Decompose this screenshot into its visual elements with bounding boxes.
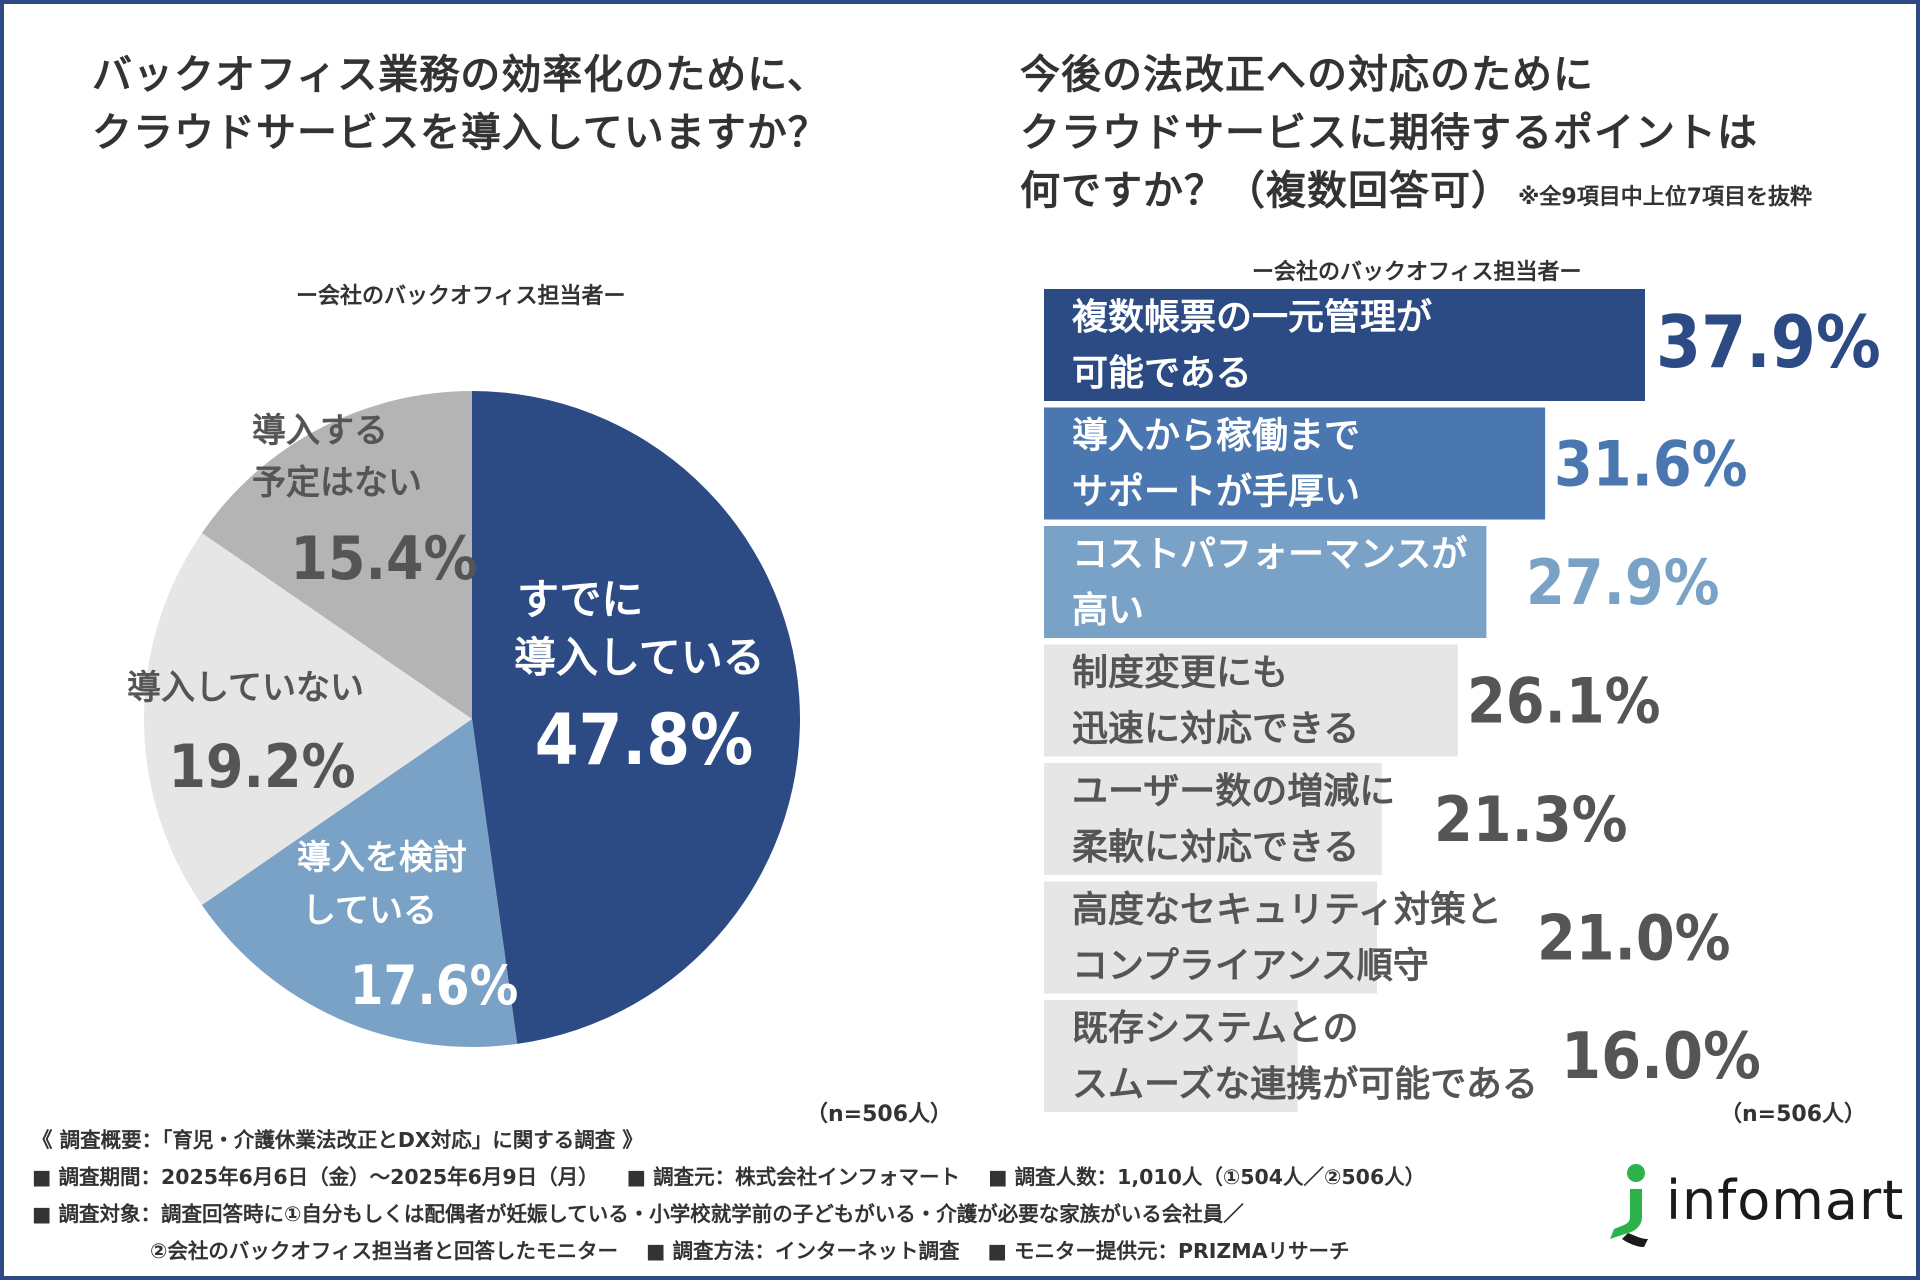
bar-label-5-line-0: 高度なセキュリティ対策と [1072, 890, 1502, 931]
pie-label-1-line-1: している [302, 891, 437, 931]
bar-label-5-line-1: コンプライアンス順守 [1072, 946, 1429, 987]
footer-row-4: ②会社のバックオフィス担当者と回答したモニター ■ 調査方法：インターネット調査 ■… [32, 1233, 1425, 1270]
bar-label-2-line-1: 高い [1072, 590, 1144, 631]
bar-value-6: 16.0% [1561, 1020, 1761, 1094]
bar-label-1-line-1: サポートが手厚い [1072, 471, 1360, 513]
pie-subtitle: ー会社のバックオフィス担当者ー [296, 284, 626, 309]
bar-value-4: 21.3% [1434, 783, 1628, 856]
pie-value-0: 47.8% [535, 699, 753, 781]
pie-slice-0 [472, 391, 800, 1044]
pie-label-3-line-0: 導入する [252, 411, 388, 451]
bar-label-4-line-0: ユーザー数の増減に [1072, 771, 1395, 812]
bar-title-note: ※全9項目中上位7項目を抜粋 [1518, 185, 1813, 210]
bar-label-6-line-0: 既存システムとの [1072, 1008, 1359, 1049]
bar-value-2: 27.9% [1526, 546, 1720, 619]
footer-source: ■ 調査元：株式会社インフォマート [626, 1165, 961, 1189]
pie-label-2-line-0: 導入していない [127, 668, 364, 708]
pie-slice-3 [201, 391, 472, 719]
footer-target-1: ■ 調査対象：調査回答時に①自分もしくは配偶者が妊娠している・小学校就学前の子ど… [32, 1202, 1244, 1226]
pie-value-2: 19.2% [168, 732, 355, 802]
bar-label-2-line-0: コストパフォーマンスが [1072, 534, 1467, 575]
bar-value-0: 37.9% [1656, 300, 1881, 384]
bar-value-1: 31.6% [1554, 428, 1748, 501]
pie-slice-1 [201, 719, 518, 1047]
bar-label-0-line-1: 可能である [1072, 353, 1252, 394]
bar-subtitle: ー会社のバックオフィス担当者ー [1252, 260, 1582, 285]
footer-count: ■ 調査人数：1,010人（①504人／②506人） [988, 1165, 1426, 1189]
infomart-logo-mark-icon [1610, 1164, 1648, 1247]
pie-title-line-1: バックオフィス業務の効率化のために、 [92, 52, 828, 98]
bar-sample-size: （n=506人） [1720, 1102, 1867, 1127]
footer-provider: ■ モニター提供元：PRIZMAリサーチ [987, 1239, 1350, 1263]
bar-value-3: 26.1% [1467, 665, 1661, 738]
bar-5 [1044, 881, 1377, 994]
bar-title-line-2: クラウドサービスに期待するポイントは [1020, 110, 1758, 156]
pie-value-1: 17.6% [350, 954, 519, 1017]
pie-label-1-line-0: 導入を検討 [297, 838, 467, 878]
pie-value-3: 15.4% [290, 524, 477, 594]
footer-row-2: ■ 調査期間：2025年6月6日（金）～2025年6月9日（月） ■ 調査元：株式… [32, 1159, 1425, 1196]
infomart-logo: infomart [1600, 1159, 1903, 1249]
footer-target-2: ②会社のバックオフィス担当者と回答したモニター [150, 1239, 618, 1263]
bar-title-line-3-text: 何ですか？（複数回答可） [1020, 168, 1512, 214]
pie-question-title: バックオフィス業務の効率化のために、 クラウドサービスを導入していますか？ [92, 46, 829, 162]
bar-2 [1044, 526, 1487, 638]
pie-label-3-line-1: 予定はない [252, 463, 422, 503]
bar-label-3-line-1: 迅速に対応できる [1072, 709, 1359, 750]
footer-period: ■ 調査期間：2025年6月6日（金）～2025年6月9日（月） [32, 1165, 599, 1189]
pie-slice-2 [144, 532, 473, 906]
bar-6 [1044, 1000, 1298, 1112]
bar-4 [1044, 763, 1382, 875]
bar-1 [1044, 407, 1546, 520]
infomart-logo-text: infomart [1666, 1169, 1905, 1232]
bar-title-line-3: 何ですか？（複数回答可） ※全9項目中上位7項目を抜粋 [1020, 162, 1812, 227]
bar-label-3-line-0: 制度変更にも [1072, 652, 1288, 694]
bar-label-1-line-0: 導入から稼働まで [1072, 416, 1360, 457]
pie-label-0-line-0: すでに [517, 575, 643, 624]
bar-label-6-line-1: スムーズな連携が可能である [1072, 1063, 1538, 1105]
pie-sample-size: （n=506人） [806, 1102, 953, 1127]
bar-3 [1044, 644, 1458, 757]
bar-value-5: 21.0% [1537, 902, 1731, 975]
bar-label-4-line-1: 柔軟に対応できる [1072, 827, 1359, 868]
bar-0 [1044, 289, 1645, 401]
survey-footer: 《 調査概要：「育児・介護休業法改正とDX対応」に関する調査 》 ■ 調査期間：… [32, 1122, 1425, 1270]
pie-label-0-line-1: 導入している [514, 633, 765, 682]
bar-question-title: 今後の法改正への対応のために クラウドサービスに期待するポイントは 何ですか？（… [1020, 46, 1812, 227]
bar-label-0-line-0: 複数帳票の一元管理が [1072, 297, 1432, 338]
bar-title-line-1: 今後の法改正への対応のために [1020, 52, 1594, 98]
footer-method: ■ 調査方法：インターネット調査 [645, 1239, 960, 1263]
pie-title-line-2: クラウドサービスを導入していますか？ [92, 110, 829, 156]
footer-summary: 《 調査概要：「育児・介護休業法改正とDX対応」に関する調査 》 [32, 1128, 643, 1152]
